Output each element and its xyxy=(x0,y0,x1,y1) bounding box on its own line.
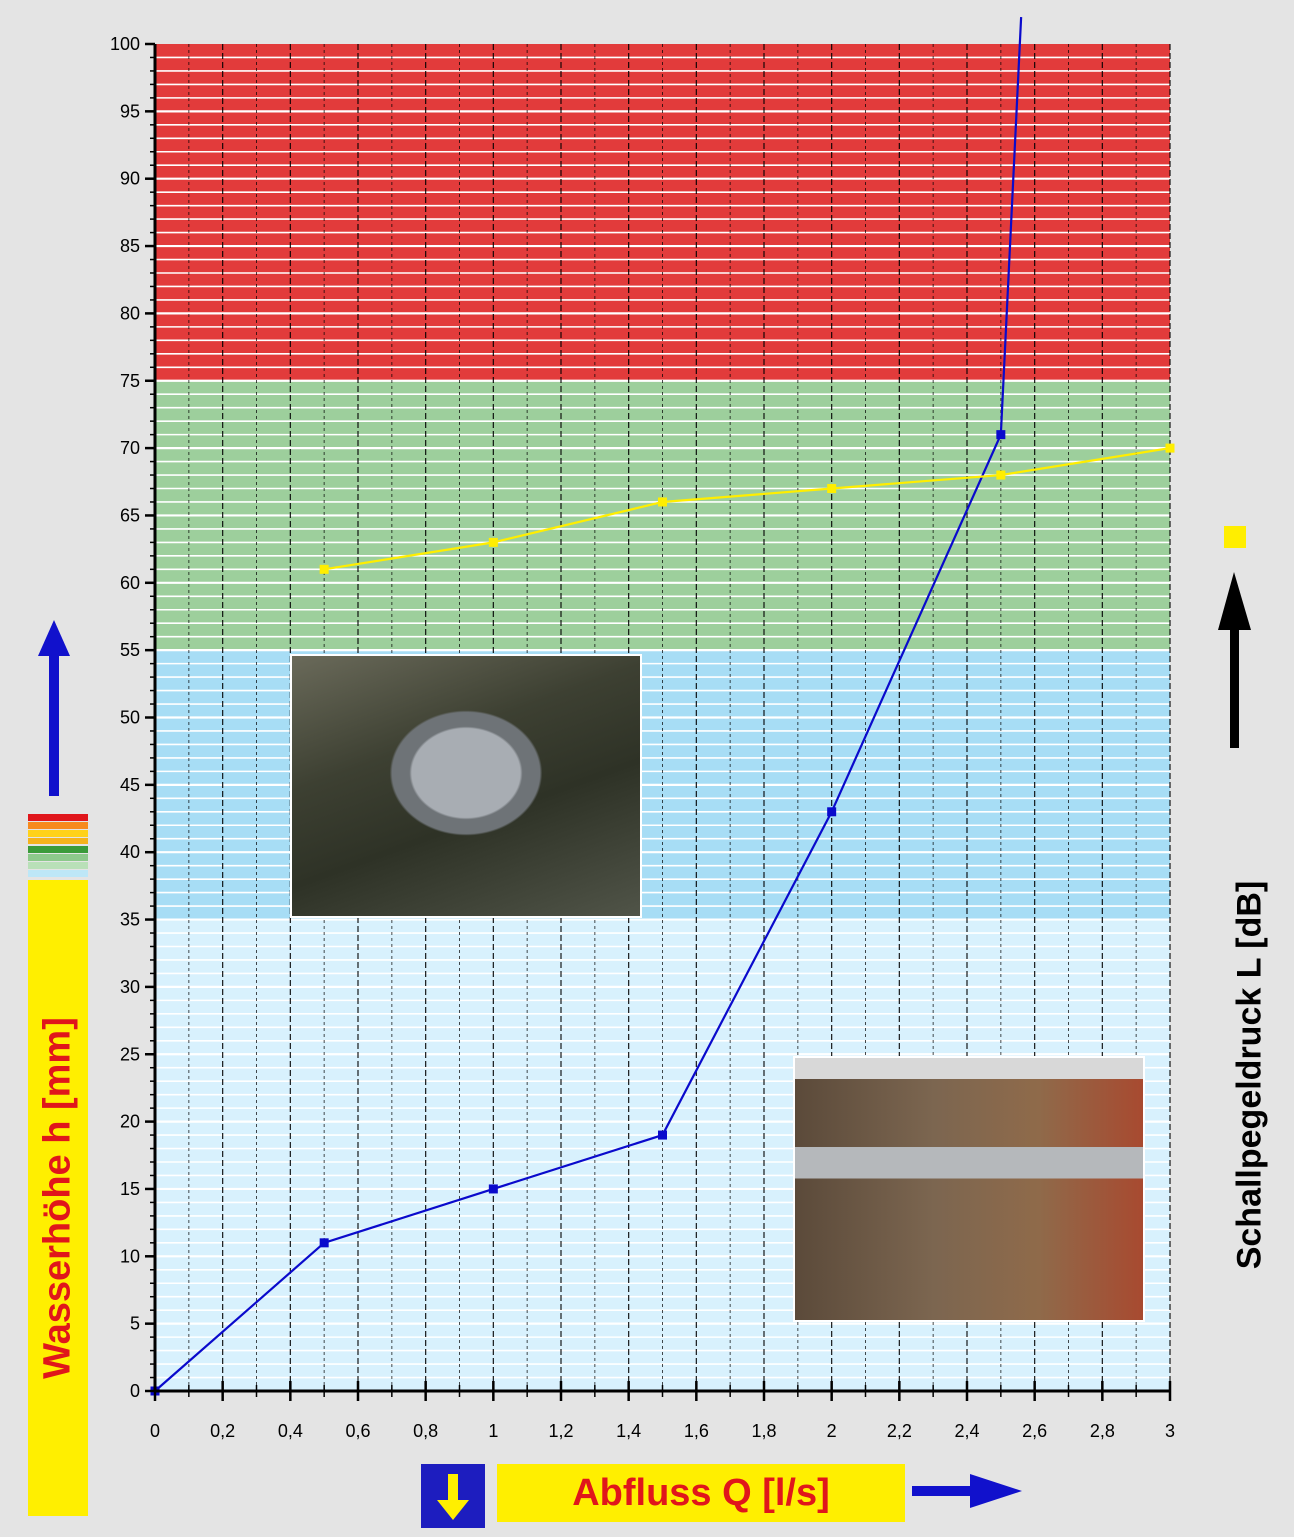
tick-labels: 0510152025303540455055606570758085909510… xyxy=(110,34,1175,1441)
legend-bar-orange2 xyxy=(28,838,88,844)
x-tick-label: 1,4 xyxy=(616,1421,641,1441)
legend-bar-blue xyxy=(28,870,88,877)
y-tick-label: 50 xyxy=(120,708,140,728)
y-axis-label: Wasserhöhe h [mm] xyxy=(36,1017,79,1379)
x-tick-label: 0,2 xyxy=(210,1421,235,1441)
legend-bar-orange xyxy=(28,822,88,829)
x-tick-label: 0,6 xyxy=(345,1421,370,1441)
axes xyxy=(145,42,1172,1401)
y-tick-label: 75 xyxy=(120,371,140,391)
legend-bar-darkgreen xyxy=(28,846,88,853)
black-arrow-shaft xyxy=(1230,628,1239,748)
roof-drain-photo xyxy=(290,654,642,918)
series-point-blue xyxy=(996,430,1006,440)
x-axis-label-box: Abfluss Q [l/s] xyxy=(497,1464,905,1522)
series-line-yellow xyxy=(323,447,1171,571)
y-tick-label: 30 xyxy=(120,977,140,997)
series-point-yellow xyxy=(996,470,1006,480)
legend-bar-red xyxy=(28,814,88,821)
pipe-test-rig-photo xyxy=(793,1056,1145,1322)
series-point-blue xyxy=(658,1130,667,1140)
y-tick-label: 5 xyxy=(130,1314,140,1334)
right-arrow-shaft xyxy=(912,1486,972,1496)
y-tick-label: 55 xyxy=(120,640,140,660)
x-tick-label: 1 xyxy=(488,1421,498,1441)
series-point-blue xyxy=(319,1238,329,1248)
x-tick-label: 3 xyxy=(1165,1421,1175,1441)
y-tick-label: 65 xyxy=(120,505,140,525)
y-tick-label: 90 xyxy=(120,169,140,189)
y-tick-label: 70 xyxy=(120,438,140,458)
y-tick-label: 15 xyxy=(120,1179,140,1199)
y-tick-label: 85 xyxy=(120,236,140,256)
legend-bar-lightgreen xyxy=(28,862,88,869)
x-tick-label: 2,2 xyxy=(887,1421,912,1441)
y2-axis-label: Schallpegeldruck L [dB] xyxy=(1230,880,1269,1270)
black-arrow-head xyxy=(1218,572,1251,630)
series-point-yellow xyxy=(319,564,329,574)
x-tick-label: 0,8 xyxy=(413,1421,438,1441)
legend-bar-yellow xyxy=(28,830,88,837)
x-tick-label: 0 xyxy=(150,1421,160,1441)
up-arrow-head xyxy=(38,620,70,656)
y-tick-label: 95 xyxy=(120,101,140,121)
y-tick-label: 20 xyxy=(120,1112,140,1132)
y-tick-label: 45 xyxy=(120,775,140,795)
series-point-yellow xyxy=(488,537,498,547)
sound-legend-marker xyxy=(1224,526,1246,548)
series-layer xyxy=(150,17,1175,1396)
x-tick-label: 0,4 xyxy=(278,1421,303,1441)
y-tick-label: 10 xyxy=(120,1246,140,1266)
up-arrow-shaft xyxy=(49,654,59,796)
x-tick-label: 2,4 xyxy=(954,1421,979,1441)
y-tick-label: 80 xyxy=(120,303,140,323)
series-point-blue xyxy=(827,807,837,817)
series-point-yellow xyxy=(1165,443,1175,453)
legend-bar-green xyxy=(28,854,88,861)
y-tick-label: 60 xyxy=(120,573,140,593)
down-arrow-icon xyxy=(421,1464,485,1528)
x-tick-label: 1,6 xyxy=(684,1421,709,1441)
decorations xyxy=(38,572,1251,1508)
y-tick-label: 35 xyxy=(120,910,140,930)
series-point-yellow xyxy=(658,497,667,507)
x-tick-label: 2,6 xyxy=(1022,1421,1047,1441)
y-tick-label: 0 xyxy=(130,1381,140,1401)
y-tick-label: 40 xyxy=(120,842,140,862)
y-tick-label: 25 xyxy=(120,1044,140,1064)
x-tick-label: 2 xyxy=(827,1421,837,1441)
x-tick-label: 2,8 xyxy=(1090,1421,1115,1441)
x-tick-label: 1,8 xyxy=(751,1421,776,1441)
right-arrow-head xyxy=(970,1474,1022,1508)
y-tick-label: 100 xyxy=(110,34,140,54)
x-axis-label: Abfluss Q [l/s] xyxy=(572,1471,830,1514)
down-arrow-glyph xyxy=(437,1474,469,1520)
series-point-yellow xyxy=(827,484,837,494)
x-tick-label: 1,2 xyxy=(548,1421,573,1441)
y-axis-label-box xyxy=(28,880,88,1516)
series-point-blue xyxy=(488,1184,498,1194)
